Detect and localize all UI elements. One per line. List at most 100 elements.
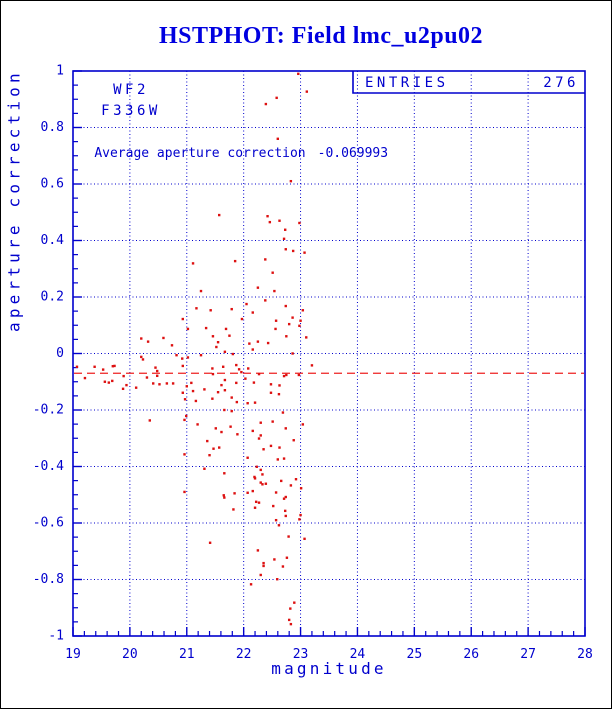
data-point [216, 341, 220, 344]
data-point [246, 491, 249, 494]
data-point [121, 387, 125, 391]
data-point [214, 427, 217, 430]
data-point [231, 352, 235, 356]
data-point [232, 508, 235, 511]
data-point [185, 414, 188, 418]
svg-text:-0.8: -0.8 [33, 572, 64, 587]
data-point [223, 472, 226, 475]
filter-label: F336W [101, 103, 161, 119]
data-point [281, 565, 285, 568]
data-point [298, 518, 301, 521]
svg-text:19: 19 [65, 647, 81, 662]
data-point [277, 524, 281, 527]
data-point [298, 324, 301, 328]
data-point [223, 378, 227, 382]
data-point [218, 446, 221, 449]
data-point [289, 607, 292, 610]
data-point [183, 453, 186, 456]
data-point [190, 381, 193, 385]
data-point [224, 327, 228, 331]
data-point [289, 622, 293, 626]
data-point [107, 381, 111, 384]
data-point [259, 468, 262, 472]
data-point [230, 396, 233, 399]
data-point [245, 302, 248, 306]
data-point [208, 541, 212, 544]
data-point [287, 618, 291, 622]
svg-text:25: 25 [407, 647, 423, 662]
data-point [291, 249, 295, 253]
data-point [255, 465, 258, 468]
data-point [230, 409, 233, 413]
data-point [146, 340, 150, 343]
data-point [268, 220, 272, 224]
data-point [274, 319, 278, 322]
data-point [223, 408, 226, 412]
data-point [211, 367, 214, 370]
data-point [301, 423, 305, 426]
data-point [299, 319, 302, 322]
data-point [186, 356, 190, 359]
data-point [203, 467, 206, 470]
svg-text:-0.6: -0.6 [33, 516, 64, 531]
data-point [271, 271, 274, 274]
data-point [183, 398, 187, 401]
data-point [229, 425, 232, 428]
data-point [277, 392, 281, 396]
data-point [204, 326, 208, 330]
data-point [264, 299, 267, 302]
data-point [237, 368, 241, 371]
data-point [278, 219, 281, 222]
data-point [215, 345, 218, 349]
camera-label: WF2 [113, 82, 149, 98]
data-point [196, 423, 199, 426]
data-point [148, 419, 151, 422]
data-point [262, 561, 265, 565]
data-point [259, 434, 262, 437]
data-point [209, 309, 212, 312]
data-point [247, 367, 250, 370]
data-point [259, 421, 262, 424]
data-point [251, 429, 254, 433]
data-point [253, 475, 256, 479]
data-point [253, 401, 257, 404]
data-point [284, 304, 287, 308]
data-point [284, 514, 287, 518]
data-point [287, 322, 291, 326]
data-point [181, 391, 184, 394]
data-point [235, 400, 239, 404]
data-point [259, 573, 262, 577]
svg-text:1: 1 [56, 64, 64, 79]
svg-text:21: 21 [179, 647, 195, 662]
svg-text:23: 23 [293, 647, 309, 662]
y-axis-title: aperture correction [4, 69, 24, 333]
data-point [170, 344, 174, 347]
data-point [181, 364, 184, 368]
data-point [183, 418, 186, 422]
data-point [246, 456, 249, 459]
data-point [284, 248, 287, 251]
scatter-points [75, 72, 314, 626]
data-point [310, 364, 314, 367]
svg-text:26: 26 [463, 647, 479, 662]
data-point [134, 386, 138, 389]
data-point [266, 215, 269, 218]
data-point [113, 364, 116, 368]
data-point [259, 481, 262, 484]
data-point [275, 96, 278, 100]
data-point [191, 262, 195, 265]
data-point [283, 509, 287, 513]
data-point [299, 487, 303, 490]
svg-text:-1: -1 [48, 629, 64, 644]
axis-ticks [72, 70, 586, 637]
data-point [252, 381, 256, 384]
data-point [287, 535, 290, 538]
entries-value: 276 [543, 75, 579, 91]
data-point [111, 379, 114, 383]
data-point [301, 309, 305, 312]
data-point [278, 446, 281, 449]
data-point [235, 363, 238, 367]
data-point [218, 213, 221, 217]
average-correction-label: Average aperture correction [94, 146, 306, 161]
